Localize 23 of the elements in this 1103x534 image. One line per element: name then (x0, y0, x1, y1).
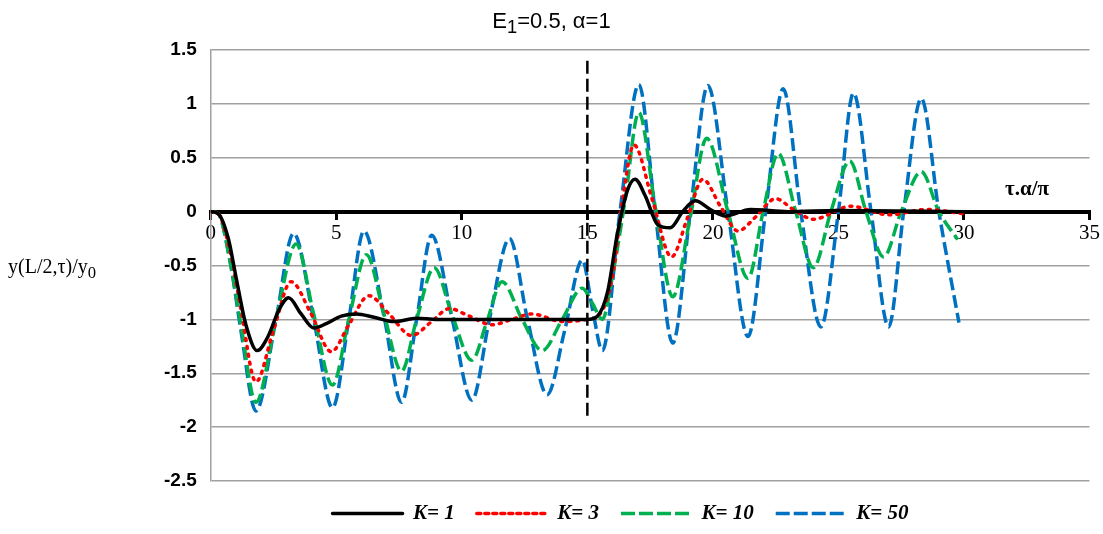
legend-label: K= 3 (556, 499, 600, 524)
legend-label: K= 50 (855, 499, 909, 524)
legend-label: K= 10 (700, 499, 755, 524)
y-tick-label: -1.5 (163, 361, 198, 383)
y-tick-label: 0.5 (170, 145, 198, 167)
y-tick-label: 0 (186, 199, 197, 221)
x-axis-title: τ.α/π (1005, 176, 1049, 201)
x-tick-label: 15 (576, 219, 598, 244)
y-axis-title: y(L/2,τ)/y$_{0}$ (8, 255, 97, 283)
x-tick-label: 30 (953, 219, 975, 244)
x-tick-label: 35 (1079, 219, 1100, 244)
chart-title: E$_{1}$=0.5, α=1 (491, 8, 612, 39)
y-tick-label: -2 (179, 415, 197, 437)
y-tick-label: 1 (186, 92, 198, 114)
y-tick-label: -1 (179, 307, 198, 329)
x-tick-label: 0 (205, 219, 216, 244)
y-tick-label: -2.5 (163, 469, 198, 491)
legend-label: K= 1 (412, 499, 455, 524)
y-tick-label: -0.5 (163, 253, 198, 275)
y-tick-label: 1.5 (170, 38, 198, 60)
x-tick-label: 20 (702, 219, 724, 244)
x-tick-label: 10 (451, 219, 473, 244)
x-tick-label: 5 (331, 219, 342, 244)
